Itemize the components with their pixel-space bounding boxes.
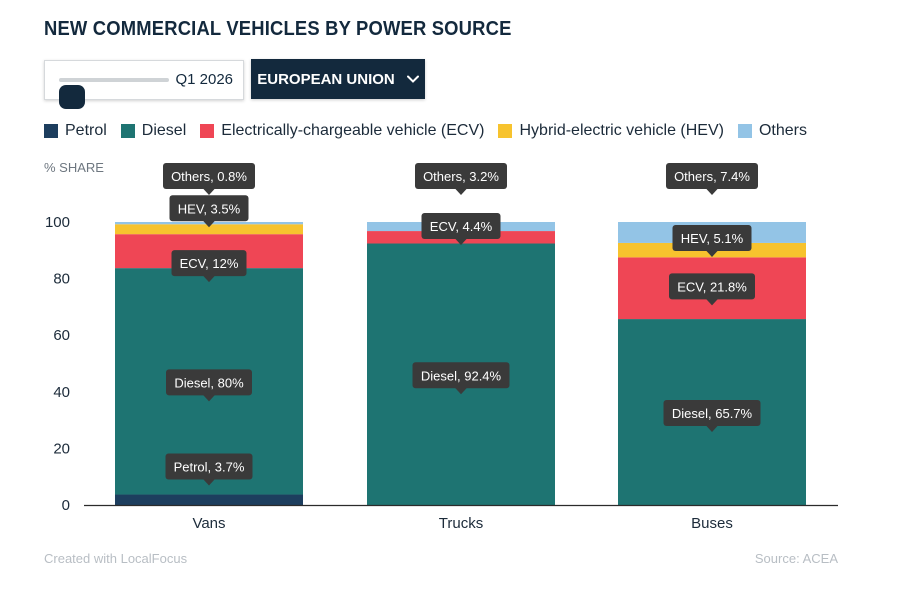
legend-label: Electrically-chargeable vehicle (ECV) xyxy=(221,122,485,139)
data-label-text: Petrol, 3.7% xyxy=(174,460,245,475)
data-label-pointer xyxy=(203,275,215,283)
data-label-box xyxy=(421,213,501,240)
data-label-pointer xyxy=(203,220,215,228)
data-label-text: Others, 7.4% xyxy=(674,169,750,184)
region-dropdown[interactable]: EUROPEAN UNION xyxy=(251,59,425,99)
legend-swatch xyxy=(44,124,58,138)
data-label-buses-2: ECV, 21.8% xyxy=(669,273,755,306)
data-label-text: Diesel, 92.4% xyxy=(421,368,502,383)
data-label-pointer xyxy=(203,188,215,195)
source-text: Source: ACEA xyxy=(754,551,838,566)
data-label-box xyxy=(165,453,253,480)
data-label-buses-1: Diesel, 65.7% xyxy=(663,400,761,433)
data-label-buses-3: HEV, 5.1% xyxy=(672,224,752,257)
data-label-box xyxy=(663,400,761,427)
x-tick-label: Buses xyxy=(691,515,733,532)
legend-item-2[interactable]: Electrically-chargeable vehicle (ECV) xyxy=(200,122,484,140)
data-label-text: HEV, 5.1% xyxy=(681,231,744,246)
slider-knob[interactable] xyxy=(59,85,85,109)
legend-swatch xyxy=(120,124,135,138)
chevron-down-icon xyxy=(406,75,419,83)
quarter-slider[interactable]: Q1 2026 xyxy=(44,60,244,109)
data-label-trucks-1: Diesel, 92.4% xyxy=(412,362,510,395)
data-label-box xyxy=(666,163,758,189)
data-label-buses-4: Others, 7.4% xyxy=(666,163,758,195)
data-label-vans-1: Diesel, 80% xyxy=(166,369,252,402)
y-axis-label: % SHARE xyxy=(44,160,104,175)
legend-item-3[interactable]: Hybrid-electric vehicle (HEV) xyxy=(498,122,724,140)
legend-item-0[interactable]: Petrol xyxy=(44,122,107,140)
data-label-trucks-4: Others, 3.2% xyxy=(415,163,507,195)
data-label-text: Diesel, 80% xyxy=(174,375,244,390)
data-label-pointer xyxy=(706,250,718,257)
legend-label: Hybrid-electric vehicle (HEV) xyxy=(519,122,724,139)
region-label: EUROPEAN UNION xyxy=(257,70,395,88)
data-label-text: Others, 0.8% xyxy=(171,169,247,184)
y-tick-label: 40 xyxy=(53,384,70,401)
y-tick-label: 80 xyxy=(53,271,70,288)
data-label-vans-2: ECV, 12% xyxy=(171,250,247,283)
legend-swatch xyxy=(498,124,513,138)
data-label-box xyxy=(166,369,252,396)
data-label-pointer xyxy=(455,238,467,246)
legend-swatch xyxy=(200,124,215,138)
data-label-box xyxy=(163,163,255,189)
legend-label: Others xyxy=(758,122,807,139)
chart-title: NEW COMMERCIAL VEHICLES BY POWER SOURCE xyxy=(44,18,512,40)
slider-value: Q1 2026 xyxy=(175,71,233,88)
data-label-text: ECV, 21.8% xyxy=(677,279,747,294)
data-label-pointer xyxy=(706,425,718,433)
data-label-box xyxy=(669,273,755,300)
legend: Petrol Diesel Electrically-chargeable vehi… xyxy=(44,122,807,140)
data-label-box xyxy=(415,163,507,189)
y-tick-label: 20 xyxy=(53,440,70,457)
data-label-pointer xyxy=(455,188,467,195)
data-label-box xyxy=(672,224,752,251)
data-label-box xyxy=(412,362,510,389)
data-label-vans-3: HEV, 3.5% xyxy=(169,195,249,228)
data-label-text: Diesel, 65.7% xyxy=(672,406,753,421)
data-label-pointer xyxy=(455,387,467,395)
data-label-vans-0: Petrol, 3.7% xyxy=(165,453,253,486)
y-tick-label: 0 xyxy=(62,497,70,514)
x-tick-label: Vans xyxy=(192,515,225,532)
data-label-text: HEV, 3.5% xyxy=(178,201,241,216)
legend-item-4[interactable]: Others xyxy=(737,122,807,140)
legend-item-1[interactable]: Diesel xyxy=(120,122,187,140)
data-label-text: Others, 3.2% xyxy=(423,169,499,184)
data-label-pointer xyxy=(203,479,215,486)
data-label-trucks-2: ECV, 4.4% xyxy=(421,213,501,246)
data-label-vans-4: Others, 0.8% xyxy=(163,163,255,195)
y-tick-label: 100 xyxy=(45,214,70,231)
data-label-box xyxy=(169,195,249,222)
legend-label: Petrol xyxy=(65,122,107,139)
data-label-pointer xyxy=(706,298,718,306)
slider-track[interactable] xyxy=(59,78,169,109)
data-label-box xyxy=(171,250,247,277)
bar-vans-3 xyxy=(115,224,303,235)
data-label-text: ECV, 4.4% xyxy=(430,219,493,234)
data-label-pointer xyxy=(203,394,215,402)
legend-swatch xyxy=(737,124,752,138)
credit-text: Created with LocalFocus xyxy=(44,551,188,566)
bar-vans-0 xyxy=(115,494,303,505)
data-label-text: ECV, 12% xyxy=(180,256,239,271)
y-tick-label: 60 xyxy=(53,327,70,344)
data-label-pointer xyxy=(706,188,718,195)
legend-label: Diesel xyxy=(141,122,187,139)
x-tick-label: Trucks xyxy=(439,515,483,532)
